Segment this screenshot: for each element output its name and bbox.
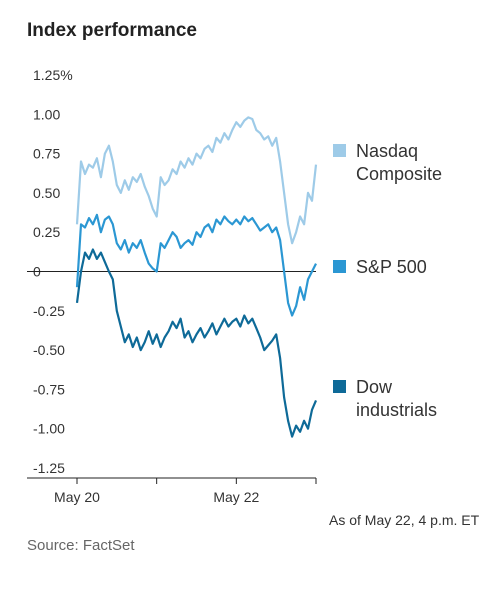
x-tick-label: May 20 <box>54 489 100 505</box>
legend-item-sp500: S&P 500 <box>333 256 496 279</box>
legend-label-nasdaq: Nasdaq Composite <box>356 141 443 184</box>
y-tick-label: 0.50 <box>33 185 60 201</box>
legend-swatch-nasdaq <box>333 144 346 157</box>
y-tick-label: -0.50 <box>33 342 65 358</box>
legend-swatch-sp500 <box>333 260 346 273</box>
y-tick-label: 1.00 <box>33 106 60 122</box>
y-tick-label: -1.25 <box>33 460 65 476</box>
y-tick-label: 0.75 <box>33 146 60 162</box>
x-axis-ticks: May 20 May 22 <box>54 478 317 505</box>
series-line-2 <box>75 248 318 438</box>
y-tick-label: -1.00 <box>33 421 65 437</box>
as-of-note: As of May 22, 4 p.m. ET <box>329 512 480 528</box>
legend-item-dow: Dow industrials <box>333 376 496 422</box>
y-tick-label: 1.25% <box>33 67 73 83</box>
y-tick-label: 0.25 <box>33 224 60 240</box>
x-tick-label: May 22 <box>213 489 259 505</box>
series-lines <box>75 116 318 438</box>
legend-swatch-dow <box>333 380 346 393</box>
y-tick-label: -0.75 <box>33 381 65 397</box>
series-line-1 <box>75 213 317 317</box>
y-tick-label: -0.25 <box>33 303 65 319</box>
source-note: Source: FactSet <box>27 537 135 554</box>
legend-label-dow: Dow industrials <box>356 377 438 420</box>
legend-label-sp500: S&P 500 <box>356 257 427 277</box>
chart-title: Index performance <box>27 20 197 41</box>
legend-item-nasdaq: Nasdaq Composite <box>333 140 496 186</box>
series-line-0 <box>75 116 318 245</box>
